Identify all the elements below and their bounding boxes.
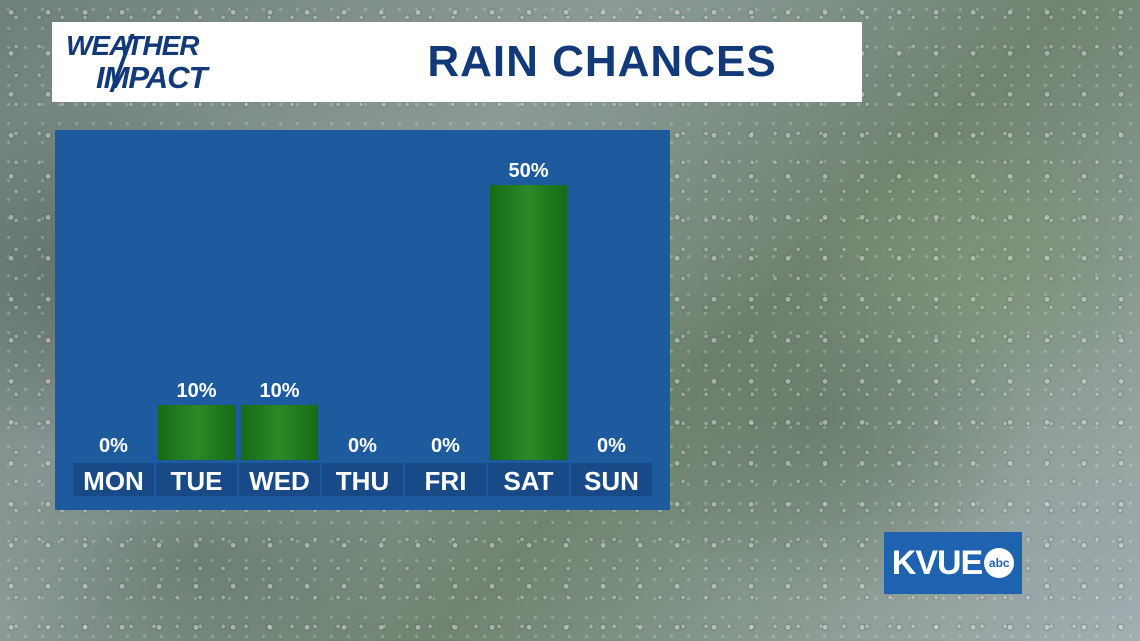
day-label-thu: THU bbox=[336, 466, 389, 496]
value-label-sat: 50% bbox=[508, 160, 548, 182]
value-label-wed: 10% bbox=[259, 380, 299, 402]
logo-line-impact: IMPACT bbox=[96, 60, 208, 95]
day-label-box-fri bbox=[405, 463, 486, 496]
value-label-sun: 0% bbox=[597, 435, 626, 457]
day-label-wed: WED bbox=[249, 466, 310, 496]
bar-tue bbox=[158, 405, 235, 460]
value-label-tue: 10% bbox=[176, 380, 216, 402]
day-label-box-mon bbox=[73, 463, 154, 496]
day-label-mon: MON bbox=[83, 466, 144, 496]
value-label-thu: 0% bbox=[348, 435, 377, 457]
chart-svg: 0% MON 10% TUE 10% WED 0% THU 0% FRI 50% SAT 0% SUN bbox=[73, 160, 652, 496]
value-label-mon: 0% bbox=[99, 435, 128, 457]
station-name: KVUE bbox=[891, 543, 983, 582]
header-banner: WEATHER IMPACT RAIN CHANCES bbox=[52, 22, 862, 102]
day-label-box-wed bbox=[239, 463, 320, 496]
day-label-box-sat bbox=[488, 463, 569, 496]
bar-sat bbox=[490, 185, 567, 460]
abc-logo-icon: abc bbox=[984, 548, 1015, 578]
rain-chance-chart: 0% MON 10% TUE 10% WED 0% THU 0% FRI 50% SAT 0% SUN bbox=[55, 130, 670, 510]
value-label-fri: 0% bbox=[431, 435, 460, 457]
bar-wed bbox=[241, 405, 318, 460]
day-label-fri: FRI bbox=[425, 466, 467, 496]
day-label-box-tue bbox=[156, 463, 237, 496]
day-label-box-sun bbox=[571, 463, 652, 496]
station-logo: KVUE abc bbox=[884, 532, 1022, 594]
day-label-tue: TUE bbox=[171, 466, 223, 496]
page-title: RAIN CHANCES bbox=[427, 37, 777, 86]
weather-impact-logo: WEATHER IMPACT bbox=[66, 32, 266, 96]
day-label-sat: SAT bbox=[503, 466, 553, 496]
day-label-sun: SUN bbox=[584, 466, 639, 496]
day-label-box-thu bbox=[322, 463, 403, 496]
